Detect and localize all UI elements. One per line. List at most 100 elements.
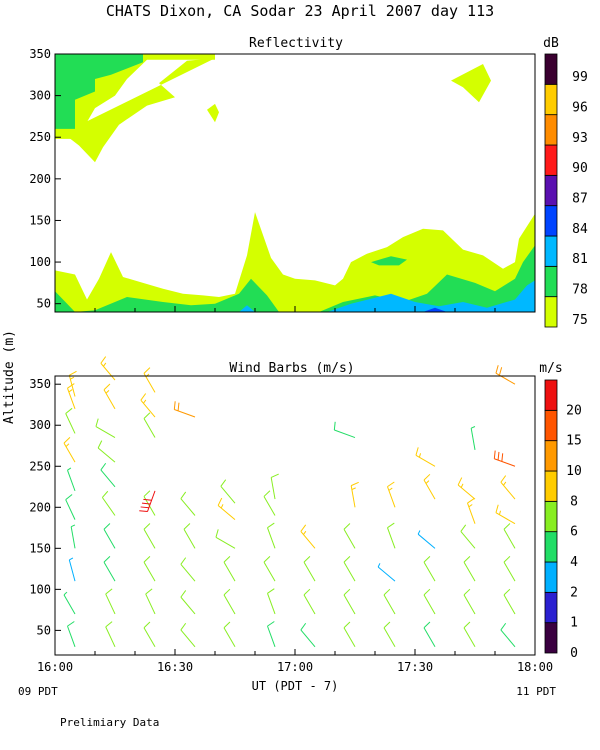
wind-barb-feather	[303, 530, 307, 535]
reflectivity-plot-area	[55, 54, 535, 312]
wind-barb-staff	[503, 594, 516, 615]
wind-barb-feather	[493, 450, 496, 459]
wind-barb-staff	[65, 499, 76, 520]
wind-barb	[500, 475, 516, 500]
wind-barb	[267, 588, 276, 615]
wind-barb-feather	[333, 421, 336, 431]
wind-barb-feather	[67, 383, 75, 389]
wind-barb	[180, 557, 196, 582]
start-local-time: 09 PDT	[18, 685, 58, 698]
figure-title: CHATS Dixon, CA Sodar 23 April 2007 day …	[106, 2, 494, 20]
reflectivity-colorbar-swatch	[544, 114, 558, 146]
wind-barb-staff	[63, 442, 76, 463]
wind-barb-feather	[351, 487, 356, 491]
wind-barb-feather	[103, 362, 107, 367]
wind-barb-staff	[263, 496, 276, 516]
wind-barb	[65, 407, 76, 434]
wind-barb-staff	[343, 561, 356, 582]
wind-barb-staff	[100, 469, 116, 488]
wind-barb	[495, 365, 516, 385]
wind-barb	[143, 367, 156, 393]
reflectivity-colorbar-label: 87	[572, 192, 588, 207]
wind-barb	[97, 440, 116, 463]
wind-barb	[139, 490, 156, 513]
wind-barb	[103, 523, 116, 549]
wind-barb	[180, 622, 196, 648]
wind-colorbar-label: 6	[570, 525, 578, 540]
wind-barb-feather	[143, 523, 151, 530]
wind-barb	[387, 481, 396, 508]
wind-barb-staff	[174, 409, 196, 418]
reflectivity-region	[207, 103, 219, 123]
wind-barb	[67, 621, 76, 647]
wind-barb	[223, 621, 236, 648]
wind-barb-feather	[63, 437, 71, 444]
wind-barb-y-axis: 50 100 150 200 250 300 350	[29, 377, 61, 637]
wind-barb-feather	[140, 393, 147, 401]
wind-colorbar-label: 10	[566, 464, 582, 479]
reflectivity-colorbar-unit: dB	[543, 36, 559, 51]
wind-barb-feather	[103, 523, 111, 530]
wind-barb-staff	[387, 527, 396, 549]
reflectivity-colorbar-swatch	[544, 205, 558, 237]
wind-barb	[495, 504, 516, 525]
reflectivity-y-tick-label: 250	[29, 130, 51, 144]
wind-barb	[103, 383, 116, 410]
wind-barb-feather	[67, 467, 72, 471]
wind-barb-feather	[503, 588, 511, 596]
wind-barb-feather	[388, 487, 393, 491]
wind-barb-feather	[460, 483, 464, 488]
wind-barb	[143, 523, 156, 549]
wind-colorbar: 0 1 2 4 6 8 10 15 20	[544, 379, 582, 661]
wind-barb-feather	[67, 621, 75, 627]
wind-colorbar-label: 20	[566, 403, 582, 418]
wind-barb	[143, 621, 156, 648]
wind-barb	[223, 588, 236, 615]
wind-barb-staff	[303, 561, 316, 582]
wind-colorbar-swatch	[544, 531, 558, 563]
wind-barb-staff	[223, 627, 236, 648]
wind-barb-staff	[463, 627, 476, 648]
wind-barb	[270, 473, 279, 500]
reflectivity-colorbar-swatch	[544, 235, 558, 267]
wind-barb-staff	[267, 625, 276, 647]
reflectivity-colorbar: 75 78 81 84 87 90 93 96 99	[544, 53, 588, 328]
wind-barb	[183, 523, 196, 549]
wind-barb-feather	[141, 502, 151, 505]
wind-barb-staff	[65, 413, 76, 434]
wind-barb-staff	[70, 526, 76, 549]
wind-barb-feather	[423, 473, 431, 481]
wind-barb-feather	[139, 510, 148, 513]
wind-barb-feather	[220, 504, 224, 509]
wind-barb	[503, 556, 516, 582]
wind-barb-x-axis: 16:00 16:30 17:00 17:30 18:00	[37, 649, 553, 674]
wind-barb-feather	[105, 390, 110, 394]
wind-barb-feather	[463, 588, 471, 596]
wind-barb-feather	[417, 530, 421, 535]
wind-colorbar-label: 1	[570, 616, 578, 631]
reflectivity-region	[55, 212, 535, 312]
reflectivity-y-tick-label: 200	[29, 172, 51, 186]
wind-barb	[68, 557, 76, 582]
wind-barb-feather	[180, 622, 187, 631]
wind-barb-staff	[68, 559, 76, 582]
wind-colorbar-swatch	[544, 622, 558, 654]
wind-colorbar-swatch	[544, 591, 558, 624]
wind-barb-feather	[498, 367, 503, 376]
wind-barb-feather	[220, 479, 227, 487]
wind-barb-feather	[173, 401, 176, 410]
wind-barb-feather	[100, 462, 107, 471]
wind-barb	[140, 393, 156, 418]
wind-barb	[343, 523, 356, 549]
wind-barb-feather	[503, 481, 507, 486]
wind-barb-staff	[223, 561, 236, 582]
wind-barb-feather	[377, 563, 381, 568]
wind-barb	[63, 437, 76, 463]
wind-barb	[500, 622, 516, 648]
reflectivity-colorbar-label: 81	[572, 252, 588, 267]
reflectivity-colorbar-label: 93	[572, 131, 588, 146]
wind-barb	[457, 477, 476, 500]
wind-barb-staff	[343, 529, 356, 549]
reflectivity-colorbar-label: 96	[572, 101, 588, 116]
reflectivity-y-tick-label: 300	[29, 89, 51, 103]
